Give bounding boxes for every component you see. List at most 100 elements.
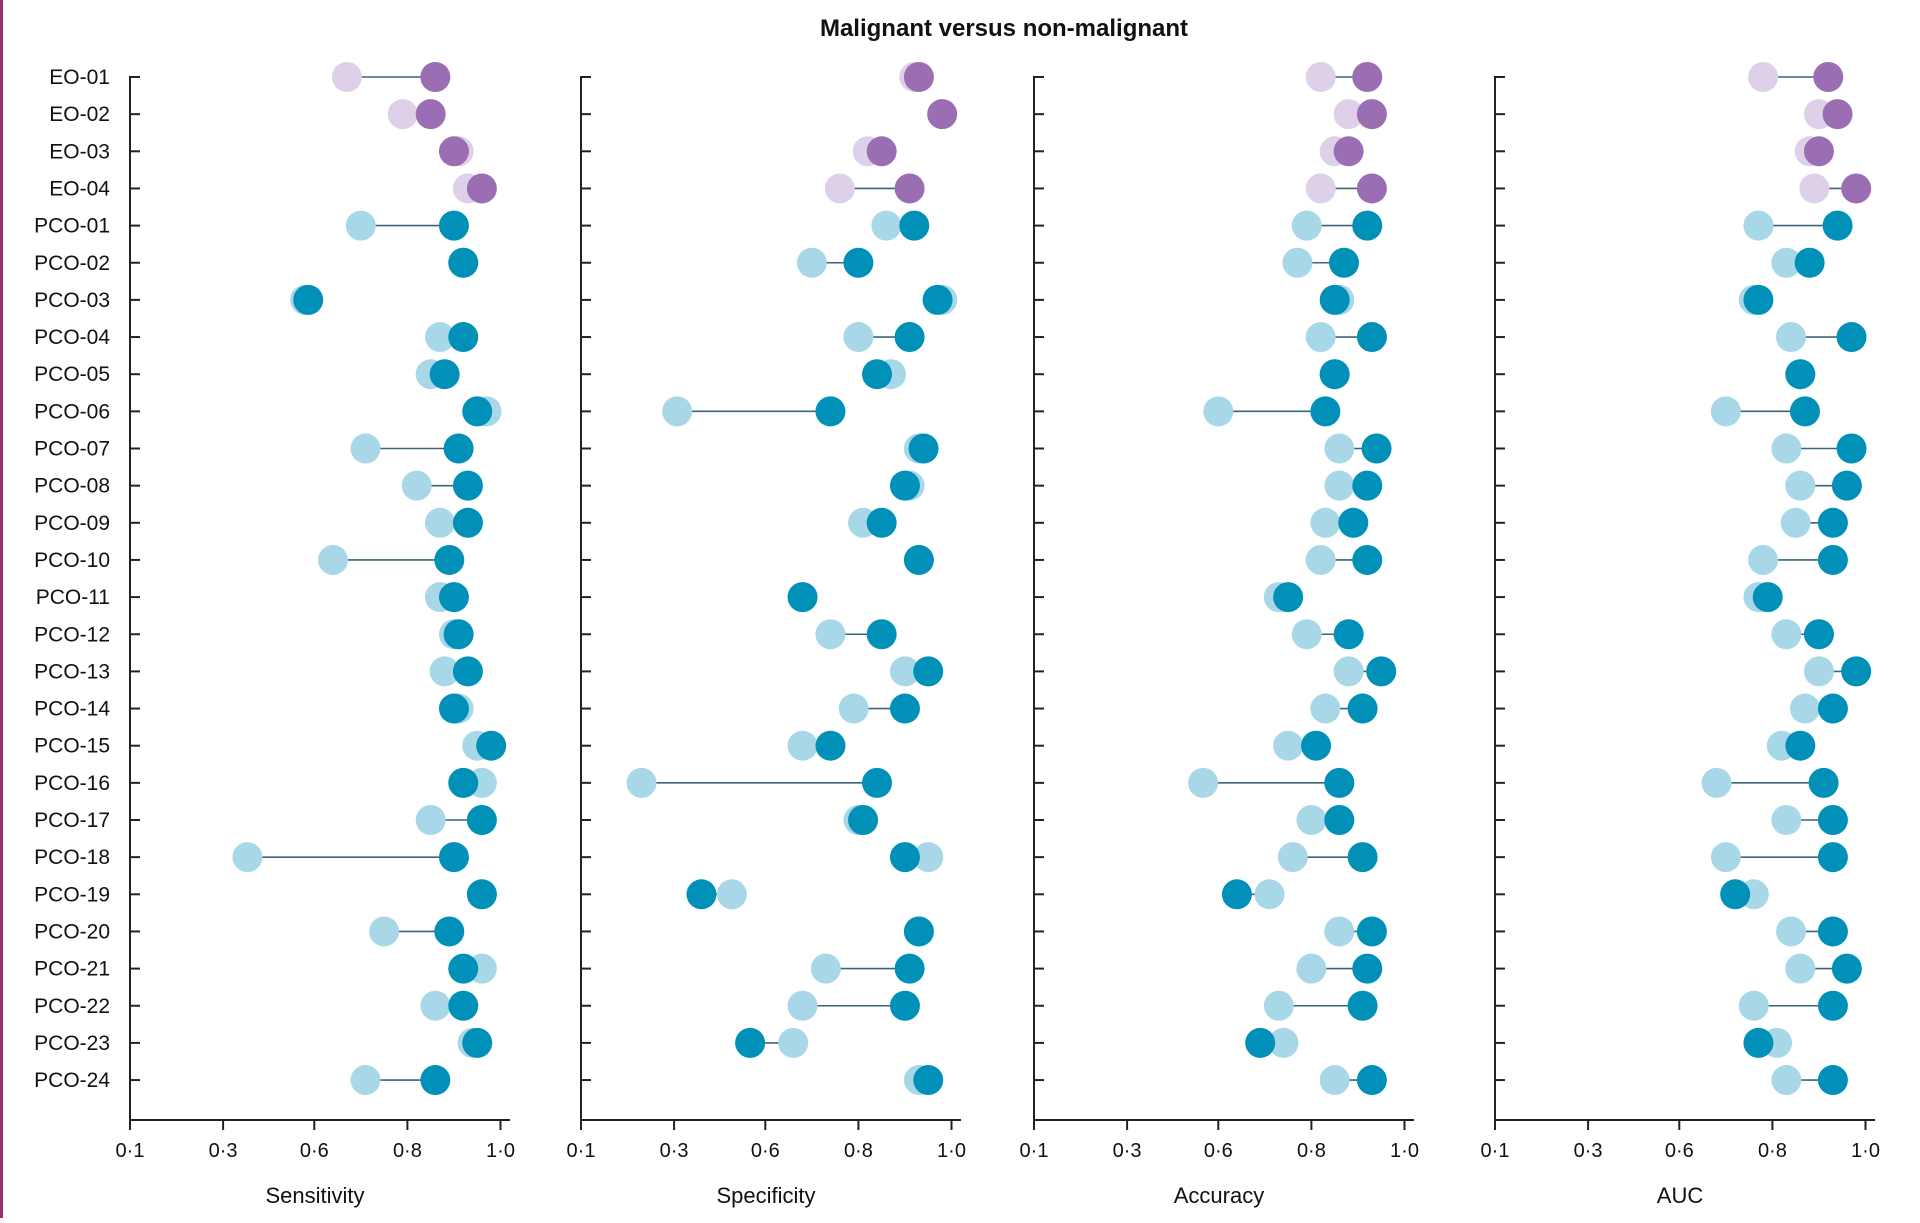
point-dark — [1352, 953, 1383, 984]
point-light — [1319, 1065, 1350, 1096]
point-dark — [686, 879, 717, 910]
point-light — [810, 953, 841, 984]
point-dark — [1743, 284, 1774, 315]
point-dark — [434, 916, 465, 947]
point-dark — [815, 396, 846, 427]
point-dark — [1831, 953, 1862, 984]
x-tick-label: 1·0 — [486, 1140, 515, 1162]
point-light — [1776, 916, 1807, 947]
point-dark — [848, 805, 879, 835]
point-light — [1324, 470, 1355, 501]
point-dark — [1789, 396, 1820, 427]
chart-title: Malignant versus non-malignant — [820, 15, 1188, 42]
point-dark — [466, 173, 497, 204]
point-light — [662, 396, 693, 427]
point-dark — [1347, 990, 1378, 1021]
point-light — [387, 99, 418, 130]
point-light — [1743, 210, 1774, 241]
point-dark — [1347, 842, 1378, 873]
x-tick-label: 0·3 — [209, 1140, 238, 1162]
point-light — [716, 879, 747, 910]
point-light — [778, 1027, 809, 1058]
point-dark — [438, 842, 469, 873]
point-dark — [420, 1065, 451, 1096]
point-light — [1333, 656, 1364, 687]
point-light — [871, 210, 902, 241]
point-dark — [1352, 470, 1383, 501]
point-dark — [1803, 619, 1834, 650]
point-dark — [866, 619, 897, 650]
point-dark — [452, 470, 483, 501]
point-dark — [420, 62, 451, 92]
point-dark — [889, 470, 920, 501]
point-light — [1701, 767, 1732, 798]
point-dark — [438, 210, 469, 241]
point-light — [1785, 470, 1816, 501]
point-dark — [1822, 99, 1853, 130]
row-label: EO-02 — [49, 103, 110, 126]
point-dark — [1319, 359, 1350, 390]
point-light — [1324, 916, 1355, 947]
point-dark — [462, 1027, 493, 1058]
row-label: PCO-20 — [34, 920, 110, 943]
point-dark — [1273, 582, 1304, 613]
point-dark — [1817, 544, 1848, 575]
point-dark — [1352, 544, 1383, 575]
point-dark — [1841, 656, 1872, 687]
row-label: PCO-05 — [34, 363, 110, 386]
panel-sensitivity: 0·1 0·3 0·6 0·8 1·0 Sensitivity — [116, 62, 515, 1208]
point-dark — [1338, 507, 1369, 538]
point-dark — [922, 284, 953, 315]
point-dark — [1347, 693, 1378, 724]
panel-auc: 0·1 0·3 0·6 0·8 1·0 AUC — [1481, 62, 1880, 1208]
row-label: PCO-19 — [34, 883, 110, 906]
point-light — [1324, 433, 1355, 464]
point-dark — [1822, 210, 1853, 241]
row-label: PCO-22 — [34, 995, 110, 1018]
point-light — [1310, 507, 1341, 538]
x-tick-label: 0·6 — [300, 1140, 329, 1162]
point-dark — [903, 62, 934, 92]
point-dark — [815, 730, 846, 761]
x-tick-label: 0·8 — [844, 1140, 873, 1162]
x-tick-label: 0·6 — [751, 1140, 780, 1162]
point-dark — [913, 656, 944, 687]
row-label: PCO-11 — [36, 586, 110, 609]
point-light — [1188, 767, 1219, 798]
point-light — [350, 1065, 381, 1096]
point-dark — [1813, 62, 1844, 92]
point-light — [815, 619, 846, 650]
row-label: PCO-18 — [34, 846, 110, 869]
x-axis-label: Specificity — [716, 1183, 815, 1208]
point-dark — [1743, 1027, 1774, 1058]
point-light — [626, 767, 657, 798]
point-light — [1291, 619, 1322, 650]
point-light — [1748, 544, 1779, 575]
x-axis-label: Accuracy — [1174, 1183, 1264, 1208]
point-dark — [434, 544, 465, 575]
point-light — [1310, 693, 1341, 724]
point-light — [369, 916, 400, 947]
point-light — [1710, 396, 1741, 427]
point-dark — [1817, 507, 1848, 538]
point-light — [1296, 953, 1327, 984]
point-dark — [452, 507, 483, 538]
point-dark — [908, 433, 939, 464]
x-tick-label: 0·1 — [567, 1140, 596, 1162]
point-light — [401, 470, 432, 501]
point-light — [1710, 842, 1741, 873]
point-dark — [438, 582, 469, 613]
point-light — [424, 322, 455, 353]
row-label: PCO-21 — [34, 958, 110, 981]
row-label: PCO-02 — [34, 252, 110, 275]
point-dark — [866, 136, 897, 167]
point-dark — [1356, 173, 1387, 204]
point-dark — [866, 507, 897, 538]
point-light — [420, 990, 451, 1021]
x-tick-label: 0·1 — [1020, 1140, 1049, 1162]
point-dark — [466, 805, 497, 835]
point-dark — [293, 284, 324, 315]
point-dark — [1333, 136, 1364, 167]
point-dark — [1245, 1027, 1276, 1058]
point-dark — [913, 1065, 944, 1096]
